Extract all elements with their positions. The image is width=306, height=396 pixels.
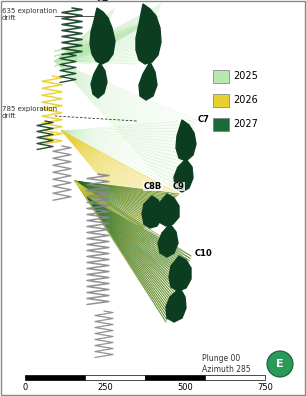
Polygon shape: [136, 4, 161, 64]
Polygon shape: [158, 224, 178, 257]
Bar: [213, 118, 229, 131]
Text: C10: C10: [195, 249, 213, 257]
Bar: [213, 70, 229, 83]
Bar: [145, 375, 205, 380]
Polygon shape: [139, 62, 157, 100]
Text: C9: C9: [173, 182, 185, 191]
Polygon shape: [91, 63, 107, 98]
Text: 635 exploration
drift: 635 exploration drift: [2, 8, 57, 21]
Text: 2025: 2025: [233, 71, 258, 81]
Bar: [85, 375, 145, 380]
Text: C8B: C8B: [144, 182, 162, 191]
Polygon shape: [174, 159, 193, 192]
Text: E: E: [276, 359, 284, 369]
Text: 750: 750: [257, 383, 273, 392]
Bar: [213, 94, 229, 107]
Text: Plunge 00
Azimuth 285: Plunge 00 Azimuth 285: [202, 354, 251, 374]
Bar: [25, 375, 85, 380]
Text: C4: C4: [97, 0, 109, 4]
Text: C5: C5: [146, 0, 158, 1]
Polygon shape: [166, 288, 186, 322]
Text: 0: 0: [22, 383, 28, 392]
Bar: [205, 375, 265, 380]
Polygon shape: [158, 194, 179, 226]
Text: C7: C7: [198, 114, 210, 124]
Polygon shape: [169, 256, 191, 291]
Text: 785 exploration
drift: 785 exploration drift: [2, 106, 57, 119]
Text: 2026: 2026: [233, 95, 258, 105]
Text: 500: 500: [177, 383, 193, 392]
Polygon shape: [142, 196, 162, 228]
Circle shape: [267, 351, 293, 377]
Text: 250: 250: [97, 383, 113, 392]
Text: 2027: 2027: [233, 119, 258, 129]
Polygon shape: [90, 8, 115, 64]
Polygon shape: [176, 120, 196, 161]
